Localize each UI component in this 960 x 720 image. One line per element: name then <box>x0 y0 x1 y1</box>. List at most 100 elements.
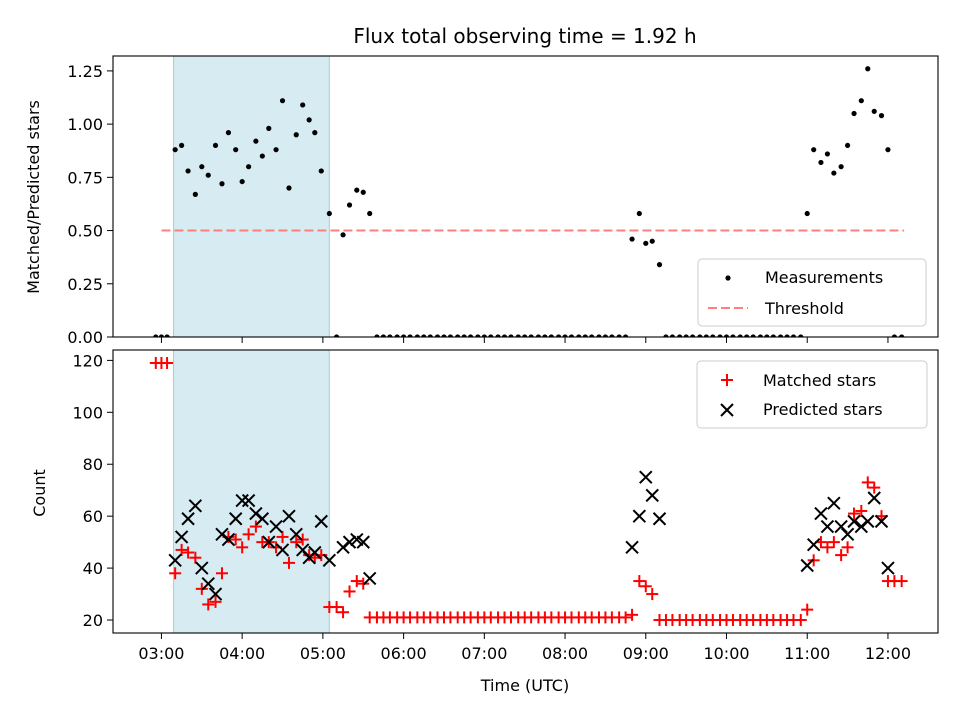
measurement-point <box>844 142 851 149</box>
measurement-point <box>286 185 292 191</box>
matched-star-point <box>169 567 182 580</box>
predicted-star-point <box>356 535 370 549</box>
measurement-point <box>831 170 837 176</box>
measurement-point <box>649 238 655 244</box>
measurement-point <box>596 334 602 337</box>
matched-star-point <box>282 556 295 569</box>
measurement-point <box>677 334 683 337</box>
measurement-point <box>468 334 474 337</box>
predicted-star-point <box>827 496 841 510</box>
predicted-star-point <box>221 532 236 547</box>
bottom-y-ticks: 20 40 60 80 100 120 <box>72 351 113 630</box>
y-tick-label: 0.75 <box>67 168 103 187</box>
measurement-point <box>279 98 286 104</box>
measurement-point <box>899 334 905 337</box>
y-tick-label: 20 <box>83 611 103 630</box>
predicted-star-point <box>874 514 889 529</box>
measurement-point <box>461 334 467 337</box>
bottom-legend: Matched stars Predicted stars <box>696 360 928 429</box>
predicted-star-point <box>820 519 835 534</box>
legend-matched-marker <box>721 374 733 386</box>
y-tick-label: 60 <box>83 507 103 526</box>
bottom-axes-frame <box>112 349 939 634</box>
predicted-star-point <box>847 514 861 529</box>
measurement-point <box>535 334 542 337</box>
measurement-point <box>447 334 454 337</box>
y-tick-label: 1.25 <box>67 62 103 81</box>
predicted-star-point <box>632 509 647 523</box>
measurement-point <box>562 334 568 337</box>
predicted-star-point <box>814 506 828 521</box>
measurement-point <box>380 334 387 337</box>
top-y-label: Matched/Predicted stars <box>24 100 43 294</box>
predicted-star-point <box>362 571 377 586</box>
measurement-points <box>153 66 905 337</box>
matched-star-point <box>236 541 249 554</box>
measurement-point <box>172 147 178 153</box>
matched-star-point <box>189 551 202 564</box>
measurement-point <box>481 334 487 337</box>
predicted-star-point <box>262 535 276 549</box>
predicted-star-point <box>289 527 303 542</box>
measurement-point <box>723 334 730 337</box>
matched-star-point <box>868 481 881 494</box>
measurement-point <box>858 98 864 104</box>
predicted-star-point <box>867 491 881 505</box>
matched-star-point <box>855 504 868 517</box>
measurement-point <box>622 334 629 337</box>
x-tick-label: 03:00 <box>138 644 184 663</box>
measurement-point <box>164 334 170 337</box>
measurement-point <box>205 172 211 178</box>
bottom-y-label: Count <box>30 469 49 517</box>
measurement-point <box>689 334 696 337</box>
measurement-point <box>548 334 554 337</box>
chart-title: Flux total observing time = 1.92 h <box>353 24 696 48</box>
measurement-point <box>326 210 332 217</box>
matched-star-point <box>182 546 195 559</box>
measurement-point <box>401 334 407 337</box>
y-tick-label: 0.50 <box>67 222 103 241</box>
measurement-point <box>354 187 360 193</box>
measurement-point <box>609 334 615 337</box>
measurement-point <box>824 151 831 157</box>
matched-star-point <box>835 549 848 562</box>
y-tick-label: 0.25 <box>67 275 103 294</box>
measurement-point <box>318 168 324 174</box>
legend-measurement-marker <box>725 275 731 281</box>
top-legend-box <box>697 258 927 327</box>
measurement-point <box>225 130 232 136</box>
matched-star-point <box>848 507 861 520</box>
measurement-point <box>434 334 441 337</box>
x-tick-label: 04:00 <box>219 644 265 663</box>
predicted-star-point <box>235 493 249 508</box>
measurement-point <box>515 334 521 337</box>
measurement-point <box>394 334 400 337</box>
measurement-point <box>636 210 642 217</box>
matched-star-point <box>861 476 874 489</box>
measurement-point <box>455 334 461 337</box>
predicted-star-point <box>275 543 290 557</box>
measurement-point <box>253 138 259 144</box>
predicted-star-point <box>625 540 639 555</box>
measurement-point <box>568 334 575 337</box>
measurement-point <box>259 153 265 159</box>
measurement-point <box>488 334 494 337</box>
measurement-point <box>273 147 279 153</box>
predicted-star-point <box>201 576 215 591</box>
measurement-point <box>784 334 790 337</box>
measurement-point <box>475 334 481 337</box>
measurement-point <box>851 110 857 117</box>
x-axis-label: Time (UTC) <box>480 676 569 695</box>
matched-star-point <box>801 603 814 616</box>
measurement-point <box>212 142 219 149</box>
measurement-point <box>669 334 676 337</box>
measurement-point <box>346 202 353 208</box>
measurement-point <box>770 334 776 337</box>
measurement-point <box>421 334 427 337</box>
legend-predicted-marker <box>720 403 734 417</box>
measurement-point <box>374 334 380 337</box>
measurement-point <box>818 159 824 166</box>
measurement-point <box>233 147 239 153</box>
bottom-panel: 20 40 60 80 100 120 03:00 04:00 05:00 06:00 07:00… <box>30 349 939 695</box>
